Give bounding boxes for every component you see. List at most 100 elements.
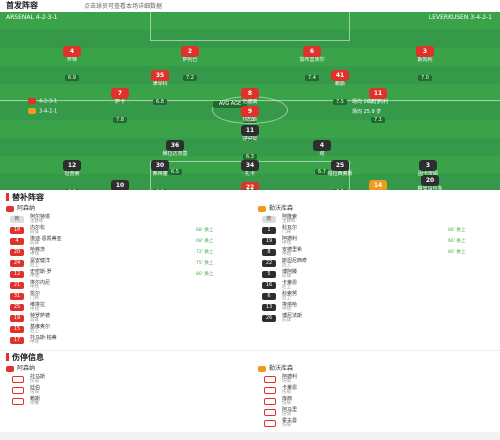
sub-row[interactable]: 20 哈弗茨 中场 72' 换上 [6,247,246,258]
home-coach-row[interactable]: 教 阿尔特塔 主教练 [6,214,246,225]
injury-row[interactable]: 库西 伤病 [258,396,498,407]
injury-row[interactable]: 廷伯 伤病 [6,385,246,396]
sub-name: 内尔松 [30,225,46,231]
injured-name: 库西 [282,396,293,402]
sub-row[interactable]: 12 史密斯·罗 中场 80' 换上 [6,269,246,280]
sub-row[interactable]: 4 埃迪·恩凯蒂亚 前锋 68' 换上 [6,236,246,247]
home-player[interactable]: 8 厄德高 7.3 [215,80,285,125]
sub-row[interactable]: 5 博阿滕 前锋 [258,269,498,280]
injury-status: 伤病 [282,423,291,428]
sub-row[interactable]: 17 托马斯·帕蒂 中场 [6,335,246,346]
sub-name: 博尼法斯 [282,313,303,319]
injury-row[interactable]: 阿德利 伤病 [258,374,498,385]
shirt-number: 8 [262,249,276,256]
shirt-icon: 35 [151,70,169,81]
sub-row[interactable]: 31 凯尔 门将 [6,291,246,302]
home-player[interactable]: 9 热苏斯 6.6 [215,98,285,143]
sub-row[interactable]: 13 埃塔哈 中场 [258,302,498,313]
player-rating: 6.3 [243,154,257,160]
injury-row[interactable]: 阿马里 伤病 [258,407,498,418]
shirt-number: 22 [262,260,276,267]
page-header: 首发阵容 点击球员可查看本场详细数据 [0,0,500,12]
shirt-icon: 3 [419,160,437,171]
sub-event: 80' 换上 [448,250,466,255]
home-player[interactable]: 35 津琴科 6.8 [125,62,195,107]
injury-status: 伤病 [282,390,291,395]
arsenal-crest-icon [6,205,14,212]
injury-status: 伤病 [282,379,291,384]
injury-row[interactable]: 托马斯 伤病 [6,374,246,385]
injury-icon [264,376,276,383]
sub-name: 凯尔 [30,291,41,297]
away-player[interactable]: 11 霍夫曼 6.3 [215,117,285,162]
away-player[interactable]: 36 赫拉达茨基 6.5 [140,132,210,177]
player-rating: 7.1 [371,117,385,123]
sub-row[interactable]: 18 内尔松 前锋 68' 换上 [6,225,246,236]
sub-row[interactable]: 19 阿德利 中场 66' 换上 [258,236,498,247]
sub-name: 斯坦尼西奇 [282,258,308,264]
injury-status: 伤病 [282,412,291,417]
sub-event: 68' 换上 [196,239,214,244]
shirt-icon: 34 [241,160,259,171]
away-coach-row[interactable]: 教 阿隆索 主教练 [258,214,498,225]
sub-row[interactable]: 21 埃尔内尼 中场 [6,280,246,291]
sub-row[interactable]: 22 斯坦尼西奇 后卫 [258,258,498,269]
sub-row[interactable]: 25 维埃拉 中场 [6,302,246,313]
injury-icon [264,387,276,394]
player-name: 马丁内利 [367,99,388,105]
injury-icon [12,376,24,383]
sub-row[interactable]: 1 科瓦尔 门将 66' 换上 [258,225,498,236]
sub-row[interactable]: 6 科索努 后卫 [258,291,498,302]
sub-row[interactable]: 8 安德里希 中场 80' 换上 [258,247,498,258]
shirt-icon: 22 [241,182,259,190]
leverkusen-crest-icon [258,205,266,212]
home-player[interactable]: 6 加布里埃尔 7.4 [277,38,347,83]
home-player[interactable]: 22拉亚6.9 [215,174,285,190]
away-player[interactable]: 20格里马尔多6.9 [395,167,465,190]
injury-row[interactable]: 卡莱恩 伤病 [258,385,498,396]
injured-name: 廷伯 [30,385,41,391]
sub-name: 博阿滕 [282,269,298,275]
sub-row[interactable]: 26 博尼法斯 前锋 [258,313,498,324]
away-formation-row: 3-4-2-1 [28,108,57,115]
sub-row[interactable]: 16 卡莱恩 后卫 [258,280,498,291]
home-player[interactable]: 3 斯凯利 7.0 [390,38,460,83]
player-name: 弗林蓬 [152,171,168,177]
home-injuries-list: 托马斯 伤病 廷伯 伤病 赖斯 停赛 [6,374,246,407]
away-team-label: LEVERKUSEN 3-4-2-1 [428,14,492,21]
injury-row[interactable]: 赖斯 停赛 [6,396,246,407]
away-player[interactable]: 14希克6.2 [343,172,413,190]
shirt-icon: 11 [241,125,259,136]
home-player[interactable]: 4 怀特 6.9 [37,38,107,83]
sub-row[interactable]: 19 特罗萨德 前锋 [6,313,246,324]
away-player[interactable]: 10维尔茨7.2 [85,172,155,190]
sub-name: 安德里希 [282,247,303,253]
player-name: 萨卡 [114,99,125,105]
player-rating: 7.8 [113,117,127,123]
sub-row[interactable]: 24 冨安健洋 后卫 75' 换上 [6,258,246,269]
injury-row[interactable]: 霍夫曼 伤病 [258,418,498,429]
shirt-number: 19 [262,238,276,245]
pitch-stripe [0,30,500,48]
injured-name: 阿德利 [282,374,298,380]
shirt-icon: 2 [181,46,199,57]
sub-row[interactable]: 15 基维奥尔 后卫 [6,324,246,335]
home-player[interactable]: 41 赖斯 7.5 [305,62,375,107]
player-name: 因卡皮耶 [417,171,438,177]
player-rating: 6.6 [65,189,79,190]
home-player[interactable]: 7 萨卡 7.8 [85,80,155,125]
home-player[interactable]: 2 萨利巴 7.2 [155,38,225,83]
home-player[interactable]: 11 马丁内利 7.1 [343,80,413,125]
away-player[interactable]: 4 塔 6.7 [287,132,357,177]
section-marker [6,193,9,201]
sub-name: 托马斯·帕蒂 [30,335,57,341]
sub-event: 66' 换上 [448,239,466,244]
shirt-icon: 10 [111,180,129,190]
shirt-icon: 11 [369,88,387,99]
sub-event: 80' 换上 [196,272,214,277]
